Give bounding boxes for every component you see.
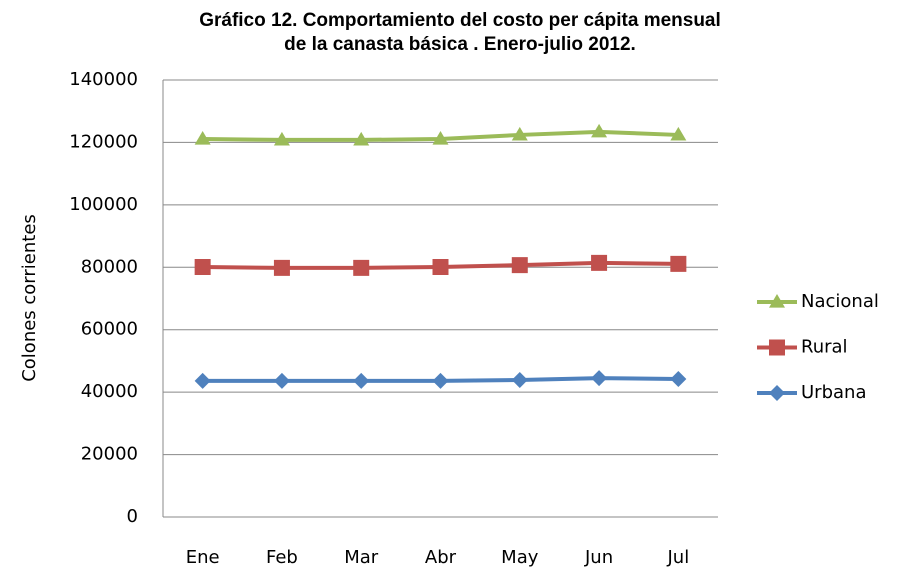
x-tick-label: Jun <box>584 547 613 568</box>
marker <box>511 126 528 141</box>
legend-label: Urbana <box>801 382 866 403</box>
marker <box>769 385 785 401</box>
marker <box>273 372 290 389</box>
y-tick-label: 80000 <box>81 256 138 277</box>
y-tick-label: 120000 <box>69 131 138 152</box>
chart-title: de la canasta básica . Enero-julio 2012. <box>284 34 636 55</box>
marker <box>769 294 785 308</box>
y-tick-label: 20000 <box>81 444 138 465</box>
marker <box>194 372 211 389</box>
marker <box>670 371 687 388</box>
x-tick-label: Feb <box>266 547 298 568</box>
chart-title: Gráfico 12. Comportamiento del costo per… <box>199 10 721 31</box>
x-tick-label: Jul <box>666 547 689 568</box>
marker <box>273 259 290 276</box>
marker <box>432 372 449 389</box>
y-tick-label: 60000 <box>81 319 138 340</box>
x-tick-label: Mar <box>344 547 379 568</box>
marker <box>591 370 608 387</box>
y-axis-label: Colones corrientes <box>19 214 40 382</box>
y-tick-label: 40000 <box>81 381 138 402</box>
y-tick-label: 100000 <box>69 194 138 215</box>
marker <box>769 339 785 356</box>
legend-label: Rural <box>801 337 848 358</box>
marker <box>353 372 370 389</box>
marker <box>591 123 608 138</box>
x-tick-label: May <box>501 547 539 568</box>
marker <box>591 254 608 271</box>
marker <box>273 131 290 146</box>
x-tick-label: Ene <box>186 547 220 568</box>
marker <box>670 255 687 272</box>
marker <box>194 130 211 145</box>
marker <box>194 258 211 275</box>
x-tick-label: Abr <box>425 547 457 568</box>
marker <box>432 258 449 275</box>
y-tick-label: 140000 <box>69 69 138 90</box>
marker <box>511 257 528 274</box>
marker <box>353 131 370 146</box>
y-tick-label: 0 <box>127 506 138 527</box>
marker <box>670 126 687 141</box>
marker <box>353 259 370 276</box>
marker <box>511 371 528 388</box>
marker <box>432 130 449 145</box>
legend-label: Nacional <box>801 291 879 312</box>
